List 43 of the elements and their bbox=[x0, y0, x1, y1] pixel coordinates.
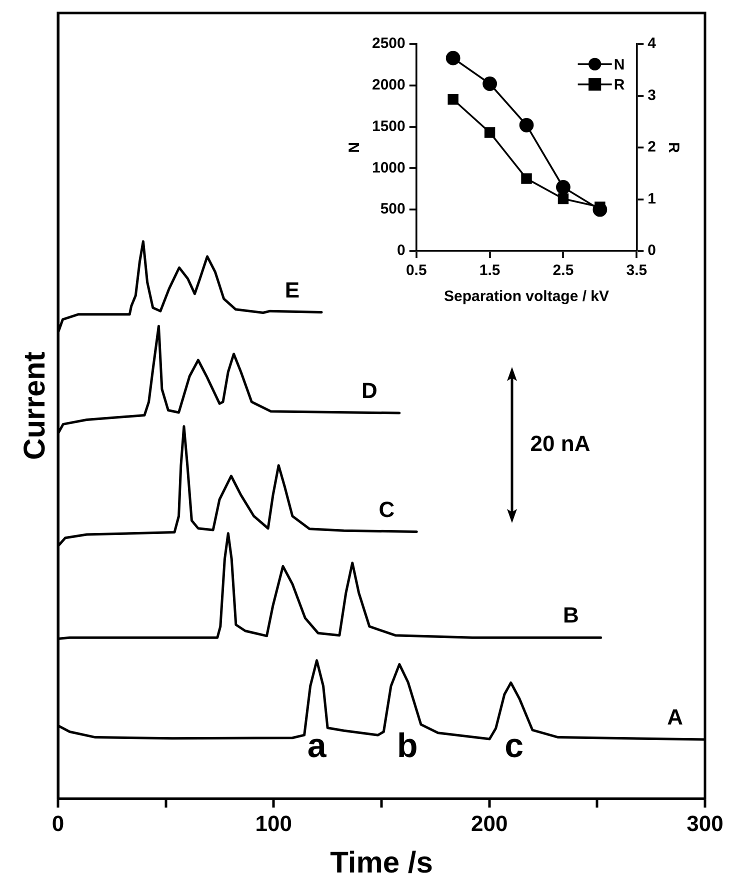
x-tick-label: 1.5 bbox=[479, 262, 500, 280]
y-axis-title: Current bbox=[18, 352, 52, 460]
series-label: A bbox=[667, 704, 684, 730]
series-label: E bbox=[284, 277, 300, 302]
annotation: c bbox=[504, 726, 524, 765]
x-tick-label: 300 bbox=[686, 810, 724, 836]
x-axis-title: Time /s bbox=[330, 846, 433, 880]
y-tick-label: 500 bbox=[380, 200, 406, 218]
annotation: a bbox=[307, 726, 328, 765]
point bbox=[556, 180, 570, 194]
point bbox=[484, 127, 496, 138]
annotation: b bbox=[396, 726, 418, 765]
point bbox=[448, 94, 458, 105]
point bbox=[446, 50, 460, 66]
y-tick-label: 2500 bbox=[372, 35, 406, 52]
y2-tick-label: 1 bbox=[648, 190, 656, 208]
y-tick-label: 0 bbox=[397, 242, 406, 260]
x-axis-title: Separation voltage / kV bbox=[444, 288, 610, 306]
point bbox=[558, 193, 569, 204]
series-label: D bbox=[362, 378, 378, 404]
annotation: 20 nA bbox=[530, 431, 590, 456]
y2-tick-label: 0 bbox=[648, 242, 656, 260]
y2-tick-label: 2 bbox=[648, 138, 656, 156]
legend-label: N bbox=[614, 56, 625, 74]
point bbox=[519, 118, 534, 132]
point bbox=[482, 76, 497, 91]
point bbox=[521, 173, 532, 184]
x-tick-label: 2.5 bbox=[552, 262, 574, 280]
y-tick-label: 2000 bbox=[372, 76, 406, 94]
y-tick-label: 1000 bbox=[372, 159, 406, 176]
y-tick-label: 1500 bbox=[372, 118, 406, 135]
x-tick-label: 0 bbox=[52, 810, 64, 836]
series-label: B bbox=[562, 602, 579, 628]
legend-label: R bbox=[614, 76, 625, 94]
x-tick-label: 100 bbox=[255, 810, 292, 836]
series-label: C bbox=[378, 496, 395, 522]
y2-tick-label: 4 bbox=[648, 35, 657, 52]
x-tick-label: 200 bbox=[470, 810, 508, 836]
x-tick-label: 3.5 bbox=[626, 262, 648, 280]
y-axis-title: N bbox=[346, 142, 364, 153]
x-tick-label: 0.5 bbox=[406, 262, 427, 280]
y2-tick-label: 3 bbox=[648, 86, 656, 104]
y2-axis-title: R bbox=[664, 142, 682, 154]
